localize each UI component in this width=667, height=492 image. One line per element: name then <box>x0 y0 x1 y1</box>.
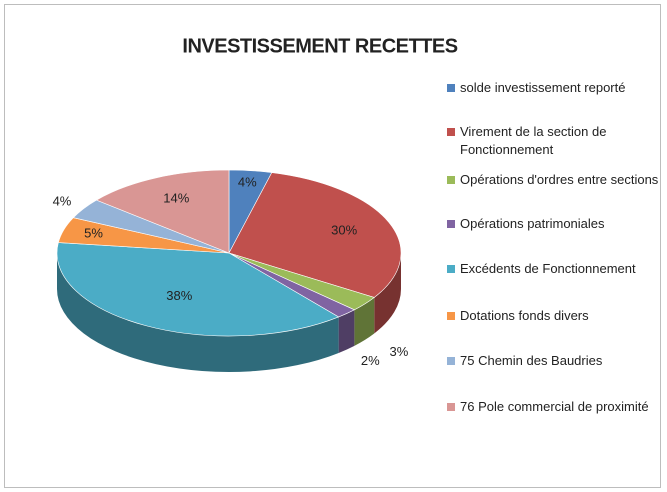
data-label: 38% <box>166 288 192 303</box>
data-label: 2% <box>361 353 380 368</box>
legend-item: Excédents de Fonctionnement <box>447 260 659 278</box>
legend-swatch <box>447 128 455 136</box>
legend-swatch <box>447 84 455 92</box>
legend-item: 75 Chemin des Baudries <box>447 352 659 370</box>
data-label: 30% <box>331 222 357 237</box>
legend-swatch <box>447 176 455 184</box>
legend-label: Virement de la section de Fonctionnement <box>460 124 607 157</box>
chart-frame <box>4 4 661 488</box>
legend-swatch <box>447 357 455 365</box>
legend-item: solde investissement reporté <box>447 79 659 97</box>
legend-swatch <box>447 220 455 228</box>
data-label: 4% <box>238 174 257 189</box>
data-label: 4% <box>53 193 72 208</box>
pie-slice-side <box>57 253 339 372</box>
pie-slice <box>56 242 340 337</box>
legend-item: Dotations fonds divers <box>447 307 659 325</box>
data-label: 5% <box>84 225 103 240</box>
legend-label: 75 Chemin des Baudries <box>460 353 603 368</box>
legend-swatch <box>447 265 455 273</box>
legend-item: Opérations d'ordres entre sections <box>447 171 659 189</box>
data-label: 3% <box>389 344 408 359</box>
legend-swatch <box>447 403 455 411</box>
chart-title: INVESTISSEMENT RECETTES <box>182 35 457 57</box>
pie-slice-side <box>374 253 401 334</box>
legend-item: Opérations patrimoniales <box>447 215 659 233</box>
legend-label: solde investissement reporté <box>460 80 626 95</box>
legend-swatch <box>447 312 455 320</box>
pie-slice-side <box>354 297 375 346</box>
legend-label: Excédents de Fonctionnement <box>460 261 636 276</box>
legend-label: Opérations d'ordres entre sections <box>460 172 659 187</box>
pie-slice <box>95 169 230 254</box>
legend-item: Virement de la section de Fonctionnement <box>447 123 659 159</box>
legend-item: 76 Pole commercial de proximité <box>447 398 659 416</box>
legend-label: 76 Pole commercial de proximité <box>460 399 649 414</box>
pie-slice <box>228 172 402 298</box>
data-label: 14% <box>163 190 189 205</box>
legend-label: Opérations patrimoniales <box>460 216 605 231</box>
pie-slice-side <box>338 309 355 353</box>
legend-label: Dotations fonds divers <box>460 308 589 323</box>
